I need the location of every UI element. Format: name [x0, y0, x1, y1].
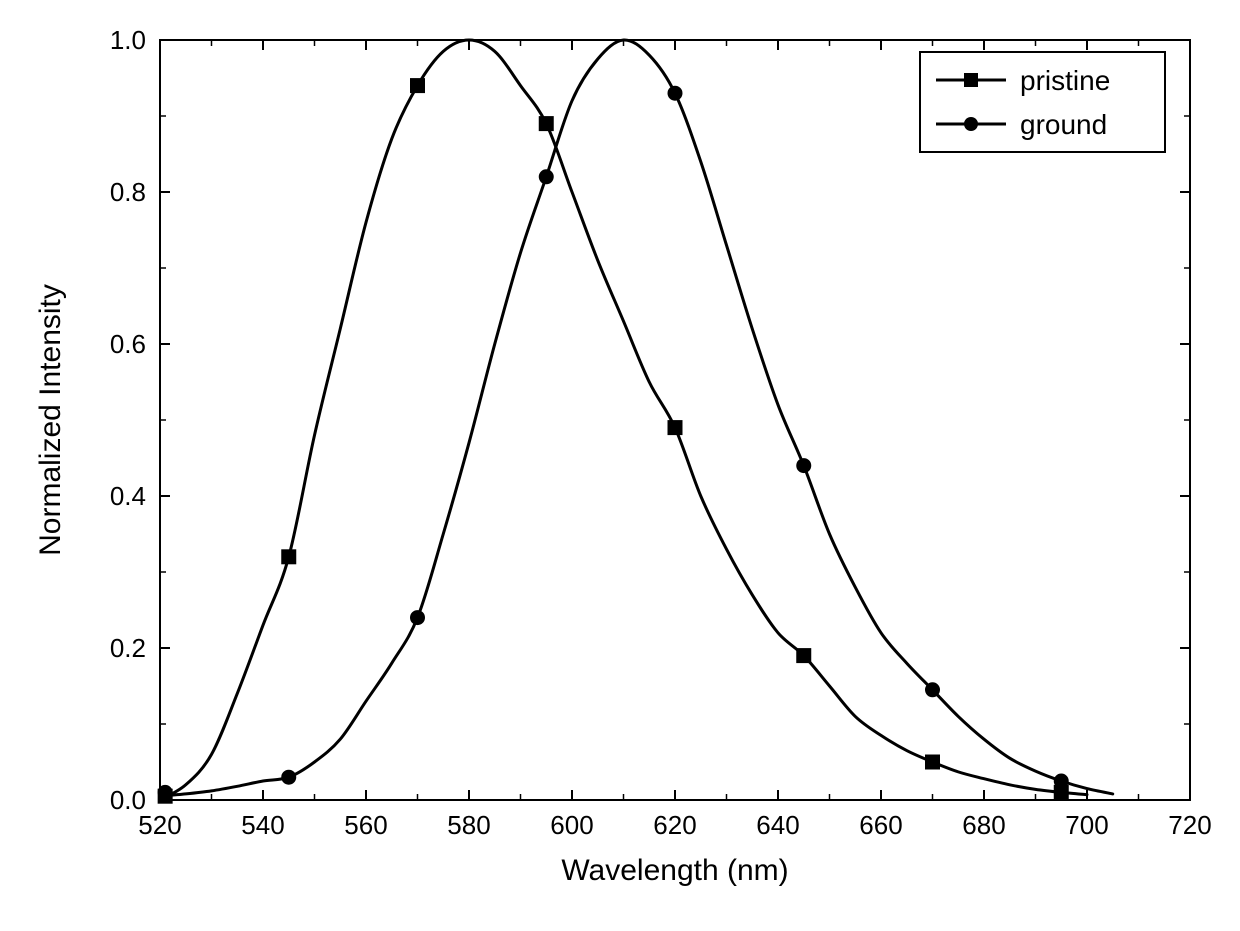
x-tick-label: 640 — [756, 810, 799, 840]
x-tick-label: 660 — [859, 810, 902, 840]
marker-square — [539, 117, 553, 131]
legend-label: pristine — [1020, 65, 1110, 96]
legend-marker-square — [964, 73, 978, 87]
y-tick-label: 0.6 — [110, 329, 146, 359]
marker-circle — [158, 785, 172, 799]
legend-marker-circle — [964, 117, 978, 131]
y-tick-label: 0.4 — [110, 481, 146, 511]
chart-container: 5205405605806006206406606807007200.00.20… — [0, 0, 1240, 931]
x-axis-label: Wavelength (nm) — [561, 854, 788, 887]
y-tick-label: 0.8 — [110, 177, 146, 207]
line-chart: 5205405605806006206406606807007200.00.20… — [0, 0, 1240, 931]
x-tick-label: 700 — [1065, 810, 1108, 840]
y-tick-label: 0.0 — [110, 785, 146, 815]
legend-label: ground — [1020, 109, 1107, 140]
marker-circle — [668, 86, 682, 100]
marker-circle — [539, 170, 553, 184]
marker-square — [668, 421, 682, 435]
marker-circle — [282, 770, 296, 784]
marker-square — [797, 649, 811, 663]
marker-circle — [797, 459, 811, 473]
y-axis-label: Normalized Intensity — [34, 284, 67, 556]
marker-circle — [1054, 774, 1068, 788]
x-tick-label: 580 — [447, 810, 490, 840]
y-tick-label: 0.2 — [110, 633, 146, 663]
x-tick-label: 720 — [1168, 810, 1211, 840]
x-tick-label: 600 — [550, 810, 593, 840]
x-tick-label: 540 — [241, 810, 284, 840]
marker-square — [282, 550, 296, 564]
x-tick-label: 620 — [653, 810, 696, 840]
marker-circle — [926, 683, 940, 697]
y-tick-label: 1.0 — [110, 25, 146, 55]
marker-square — [926, 755, 940, 769]
marker-circle — [411, 611, 425, 625]
x-tick-label: 680 — [962, 810, 1005, 840]
x-tick-label: 560 — [344, 810, 387, 840]
marker-square — [411, 79, 425, 93]
